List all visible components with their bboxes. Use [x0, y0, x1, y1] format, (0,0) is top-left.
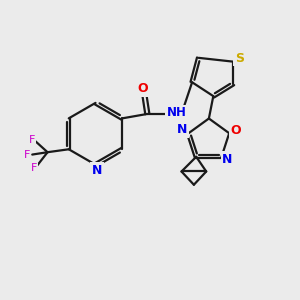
Text: N: N: [92, 164, 102, 176]
Text: NH: NH: [167, 106, 187, 119]
Text: F: F: [24, 150, 30, 160]
Text: O: O: [230, 124, 241, 137]
Text: O: O: [138, 82, 148, 95]
Text: S: S: [235, 52, 244, 64]
Text: F: F: [28, 134, 35, 145]
Text: N: N: [177, 123, 187, 136]
Text: F: F: [31, 164, 37, 173]
Text: N: N: [222, 153, 233, 166]
